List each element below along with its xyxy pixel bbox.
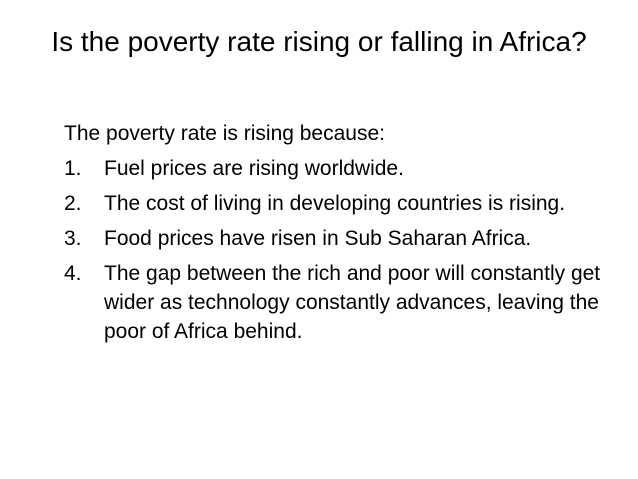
list-item: 3. Food prices have risen in Sub Saharan … [64, 224, 609, 253]
slide-title: Is the poverty rate rising or falling in… [51, 26, 587, 57]
item-number: 3. [64, 227, 82, 250]
numbered-list: 1. Fuel prices are rising worldwide. 2. The… [64, 154, 609, 346]
list-item: 2. The cost of living in developing count… [64, 189, 609, 218]
item-number: 1. [64, 157, 82, 180]
item-number: 4. [64, 262, 82, 285]
list-item: 4. The gap between the rich and poor will… [64, 259, 609, 346]
list-item: 1. Fuel prices are rising worldwide. [64, 154, 609, 183]
item-text: Food prices have risen in Sub Saharan Af… [104, 227, 532, 250]
item-number: 2. [64, 192, 82, 215]
item-text: The cost of living in developing countri… [104, 192, 566, 215]
item-text: Fuel prices are rising worldwide. [104, 157, 404, 180]
intro-text: The poverty rate is rising because: [64, 122, 385, 145]
slide-body: The poverty rate is rising because: 1. Fu… [64, 119, 609, 352]
item-text: The gap between the rich and poor will c… [104, 262, 601, 343]
